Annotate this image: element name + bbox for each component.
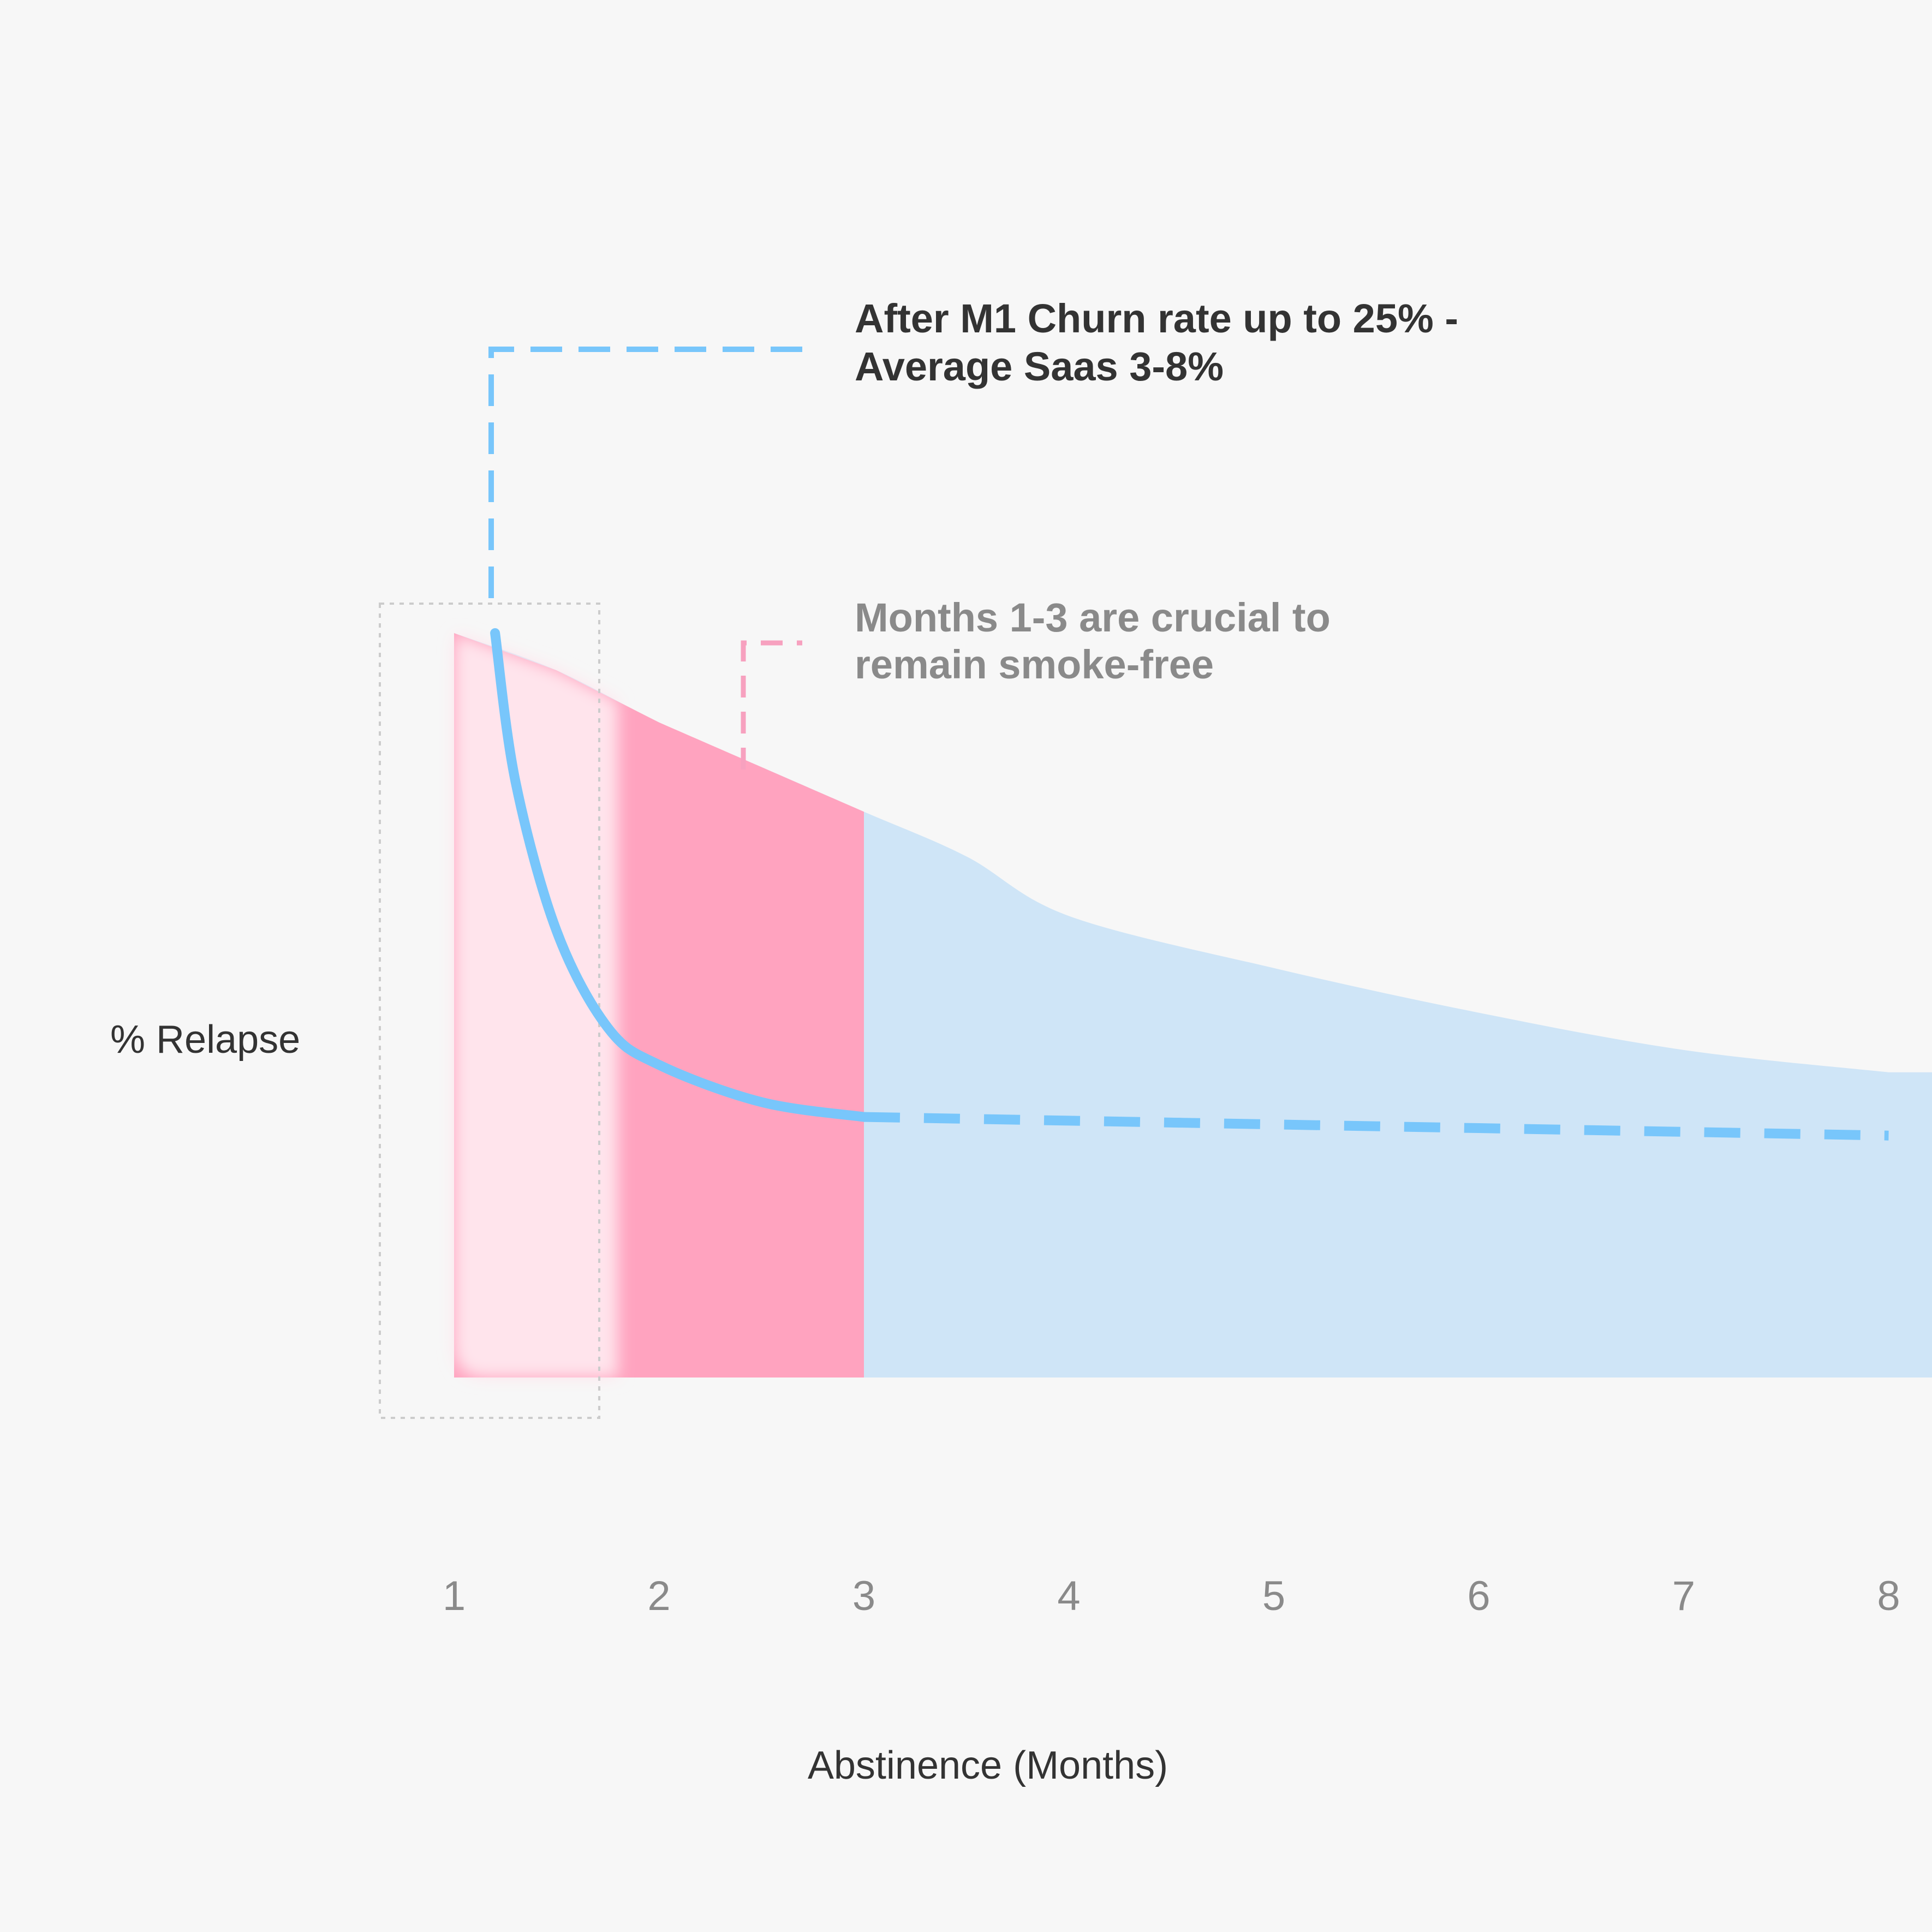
annotation-title: After M1 Churn rate up to 25% - Average … — [855, 296, 1470, 389]
x-tick-label: 2 — [647, 1573, 670, 1619]
annotation-title-line-1: After M1 Churn rate up to 25% - — [855, 296, 1458, 341]
band-layer — [454, 633, 864, 1378]
annotation-subtitle: Months 1-3 are crucial to remain smoke-f… — [855, 595, 1341, 687]
y-axis-label: % Relapse — [110, 1018, 300, 1062]
churn-line-solid — [490, 628, 869, 1122]
x-axis-label: Abstinence (Months) — [808, 1744, 1168, 1787]
annotation-title-line-2: Average Saas 3-8% — [855, 344, 1224, 389]
x-tick-label: 7 — [1672, 1573, 1695, 1619]
annotation-leader-pink — [741, 640, 802, 770]
churn-line-dashed — [863, 1112, 1889, 1141]
x-tick-label: 8 — [1877, 1573, 1900, 1619]
x-tick-label: 5 — [1262, 1573, 1285, 1619]
focus-box — [379, 603, 600, 1419]
x-tick-layer: 1 2 3 4 5 6 7 8 — [443, 1573, 1900, 1619]
x-tick-label: 6 — [1467, 1573, 1490, 1619]
x-tick-label: 1 — [443, 1573, 466, 1619]
annotation-leader-blue — [488, 347, 802, 598]
faded-band-month-1 — [454, 634, 618, 1378]
annotation-subtitle-line-2: remain smoke-free — [855, 642, 1214, 687]
line-layer — [490, 628, 1889, 1141]
x-tick-label: 4 — [1057, 1573, 1080, 1619]
annotation-subtitle-line-1: Months 1-3 are crucial to — [855, 595, 1331, 640]
x-tick-label: 3 — [852, 1573, 875, 1619]
